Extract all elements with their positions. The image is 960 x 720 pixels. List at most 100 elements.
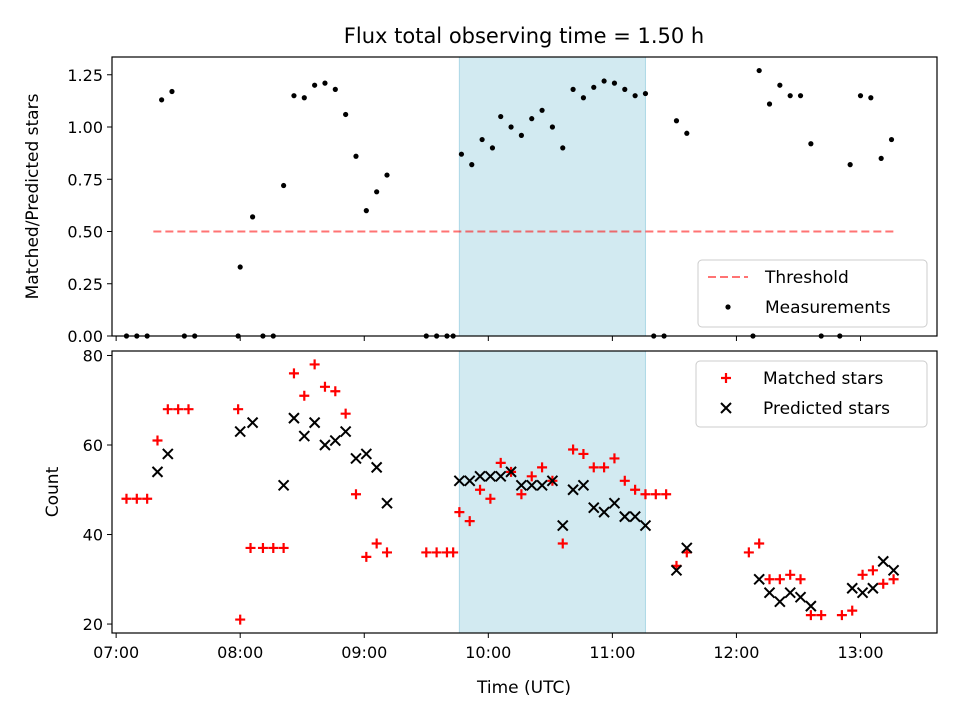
observing-window-span (458, 56, 646, 337)
data-point (495, 457, 506, 468)
data-point (360, 448, 373, 460)
data-point (250, 214, 256, 220)
y-tick-label: 0.25 (67, 275, 103, 294)
data-point (546, 475, 559, 487)
data-point (588, 462, 599, 473)
data-point (505, 466, 517, 478)
data-point (549, 124, 556, 130)
data-point (857, 93, 864, 99)
data-point (567, 484, 579, 496)
data-point (640, 489, 651, 500)
x-tick-label: 09:00 (341, 643, 387, 662)
data-point (288, 412, 300, 424)
data-point (361, 551, 372, 562)
data-point (588, 501, 600, 514)
data-point (498, 113, 504, 120)
data-point (162, 404, 173, 415)
y-tick-label: 1.00 (67, 118, 103, 137)
data-point (629, 510, 641, 523)
data-point (142, 493, 153, 504)
data-point (370, 461, 383, 474)
x-tick-label: 13:00 (837, 643, 883, 662)
data-point (784, 587, 796, 599)
data-point (754, 538, 765, 549)
data-point (753, 573, 765, 585)
legend-box (697, 259, 928, 328)
data-point (611, 80, 618, 86)
data-point (312, 82, 318, 88)
data-point (339, 425, 352, 438)
ratio-panel: 0.00 0.25 0.50 0.75 1.00 1.25 Matched/Predicte… (23, 56, 938, 346)
data-point (681, 542, 693, 554)
data-point (479, 136, 485, 143)
data-point (518, 132, 524, 138)
data-point (281, 182, 287, 189)
data-point (598, 506, 610, 518)
y-tick-label: 0.00 (67, 327, 103, 346)
data-point (601, 78, 607, 84)
data-point (169, 88, 175, 95)
data-point (489, 145, 496, 151)
data-point (340, 408, 351, 419)
y-tick-label: 40 (83, 526, 103, 545)
data-point (609, 453, 620, 464)
data-point (278, 542, 289, 553)
data-point (268, 542, 279, 553)
data-point (794, 591, 807, 603)
data-point (246, 416, 259, 429)
data-point (463, 475, 476, 487)
data-point (632, 93, 638, 99)
data-point (630, 484, 641, 495)
data-point (877, 555, 889, 568)
data-point (642, 90, 649, 97)
data-point (381, 497, 393, 509)
data-point (888, 136, 895, 143)
data-point (464, 516, 475, 527)
data-point (431, 547, 442, 558)
data-point (245, 542, 256, 553)
data-point (350, 489, 361, 500)
data-point (374, 189, 380, 195)
data-point (619, 510, 631, 523)
data-point (847, 162, 853, 168)
data-point (309, 359, 320, 370)
data-point (343, 111, 349, 118)
count-panel: 07:00 08:00 09:00 10:00 11:00 12:00 13:00 20 40 6… (43, 346, 938, 662)
data-point (580, 95, 587, 101)
data-point (382, 547, 392, 558)
data-point (836, 610, 847, 621)
data-point (570, 86, 576, 92)
data-point (508, 124, 514, 130)
y-tick-label: 80 (83, 346, 103, 365)
data-point (526, 479, 538, 491)
data-point (485, 493, 496, 504)
data-point (578, 448, 589, 459)
data-point (591, 84, 597, 90)
data-point (888, 574, 899, 585)
data-point (233, 404, 244, 415)
data-point (257, 542, 268, 553)
data-point (152, 435, 163, 446)
data-point (539, 107, 545, 113)
y-axis-label: Count (43, 466, 63, 517)
y-tick-label: 0.75 (67, 170, 103, 189)
data-point (577, 479, 590, 491)
y-tick-label: 60 (83, 436, 103, 455)
x-tick-label: 11:00 (589, 643, 635, 662)
x-tick-label: 07:00 (93, 643, 139, 662)
data-point (816, 610, 827, 621)
data-point (670, 564, 683, 577)
data-point (298, 430, 311, 442)
data-point (458, 151, 465, 157)
data-point (121, 493, 132, 504)
data-point (764, 574, 775, 585)
data-point (557, 538, 568, 549)
data-point (371, 538, 382, 549)
data-point (301, 95, 307, 101)
legend: Matched stars Predicted stars (695, 360, 928, 428)
data-point (622, 86, 628, 92)
data-point (673, 118, 680, 124)
legend: Threshold Measurements (697, 259, 928, 328)
data-point (516, 489, 527, 500)
data-point (878, 578, 889, 589)
